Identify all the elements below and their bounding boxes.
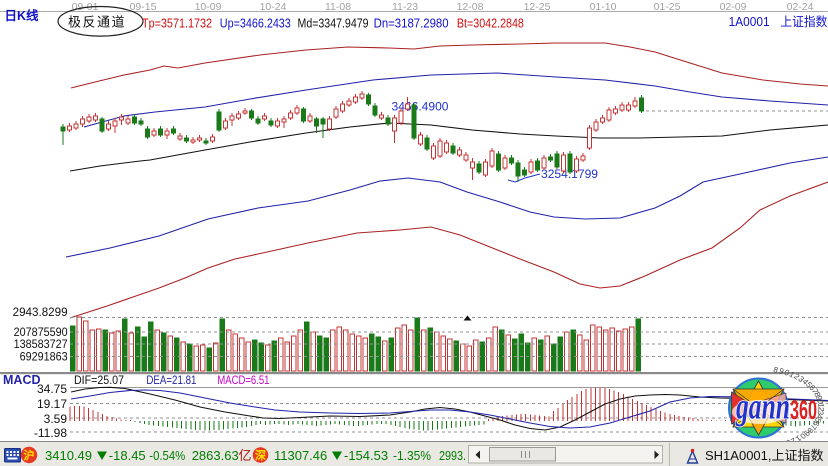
svg-text:5: 5 xyxy=(804,380,814,389)
svg-text:360: 360 xyxy=(790,395,817,425)
svg-text:0: 0 xyxy=(798,431,808,441)
svg-text:深: 深 xyxy=(255,448,266,462)
svg-text:2943.8299: 2943.8299 xyxy=(13,305,68,319)
svg-text:01-25: 01-25 xyxy=(654,1,681,13)
svg-text:1: 1 xyxy=(788,370,797,380)
svg-text:Up=3466.2433: Up=3466.2433 xyxy=(220,15,291,30)
svg-text:Md=3347.9479: Md=3347.9479 xyxy=(298,15,369,30)
svg-text:-11.98: -11.98 xyxy=(34,426,67,440)
svg-text:1: 1 xyxy=(816,403,825,409)
svg-text:3: 3 xyxy=(816,410,826,416)
svg-text:Tp=3571.1732: Tp=3571.1732 xyxy=(142,15,212,30)
svg-text:6: 6 xyxy=(811,420,821,428)
svg-text:-1.35%: -1.35% xyxy=(393,448,431,463)
svg-text:Bt=3042.2848: Bt=3042.2848 xyxy=(457,15,524,30)
svg-text:01-10: 01-10 xyxy=(590,1,617,13)
svg-text:7: 7 xyxy=(808,423,818,432)
svg-text:Dn=3187.2980: Dn=3187.2980 xyxy=(374,15,449,30)
svg-text:10-09: 10-09 xyxy=(195,1,222,13)
svg-text:MACD=6.51: MACD=6.51 xyxy=(217,373,269,387)
svg-text:2: 2 xyxy=(816,407,825,412)
svg-text:2: 2 xyxy=(792,372,801,382)
svg-text:3.59: 3.59 xyxy=(44,412,68,426)
svg-text:3466.4900: 3466.4900 xyxy=(392,100,449,114)
svg-text:1A0001: 1A0001 xyxy=(729,15,770,29)
svg-text:09-15: 09-15 xyxy=(130,1,157,13)
svg-text:69291863: 69291863 xyxy=(20,350,68,364)
svg-text:19.17: 19.17 xyxy=(37,397,67,411)
svg-text:5: 5 xyxy=(813,417,823,425)
svg-text:SH1A0001,上证指数: SH1A0001,上证指数 xyxy=(705,448,824,463)
svg-text:8: 8 xyxy=(812,391,822,399)
svg-text:上证指数: 上证指数 xyxy=(780,14,827,29)
svg-text:MACD: MACD xyxy=(3,373,41,387)
svg-text:10-24: 10-24 xyxy=(260,1,287,13)
svg-text:4: 4 xyxy=(800,377,810,387)
svg-text:极反通道: 极反通道 xyxy=(68,15,126,30)
svg-text:02-09: 02-09 xyxy=(720,1,747,13)
svg-text:0: 0 xyxy=(783,368,792,378)
svg-text:DIF=25.07: DIF=25.07 xyxy=(74,373,124,387)
svg-text:沪: 沪 xyxy=(24,448,35,462)
svg-text:-18.45: -18.45 xyxy=(109,448,146,463)
svg-text:3410.49: 3410.49 xyxy=(45,448,92,463)
svg-text:3: 3 xyxy=(796,374,806,384)
svg-text:34.75: 34.75 xyxy=(37,382,67,396)
svg-text:gann: gann xyxy=(735,387,790,428)
svg-text:11-08: 11-08 xyxy=(325,1,351,13)
svg-text:12-25: 12-25 xyxy=(524,1,551,13)
svg-text:2: 2 xyxy=(789,436,798,446)
svg-text:8: 8 xyxy=(772,365,779,375)
svg-text:-0.54%: -0.54% xyxy=(149,448,185,463)
svg-text:9: 9 xyxy=(778,366,786,376)
svg-text:12-08: 12-08 xyxy=(457,1,484,13)
svg-text:4: 4 xyxy=(815,413,825,420)
svg-text:日K线: 日K线 xyxy=(5,8,40,23)
svg-text:6: 6 xyxy=(807,384,817,393)
svg-text:11307.46: 11307.46 xyxy=(274,448,327,463)
svg-text:1: 1 xyxy=(793,434,803,444)
svg-text:11-23: 11-23 xyxy=(392,1,418,13)
svg-text:-154.53: -154.53 xyxy=(344,448,388,463)
svg-text:138583727: 138583727 xyxy=(14,337,68,351)
svg-text:8: 8 xyxy=(805,426,815,435)
svg-text:9: 9 xyxy=(814,395,824,402)
svg-text:9: 9 xyxy=(801,429,811,439)
svg-text:0: 0 xyxy=(815,399,825,405)
svg-text:207875590: 207875590 xyxy=(14,325,68,339)
svg-text:亿: 亿 xyxy=(239,448,252,463)
svg-text:2863.63: 2863.63 xyxy=(192,448,239,463)
svg-text:02-24: 02-24 xyxy=(787,1,814,13)
svg-text:2993.: 2993. xyxy=(439,448,466,463)
svg-text:DEA=21.81: DEA=21.81 xyxy=(146,373,196,387)
svg-text:7: 7 xyxy=(810,387,820,395)
